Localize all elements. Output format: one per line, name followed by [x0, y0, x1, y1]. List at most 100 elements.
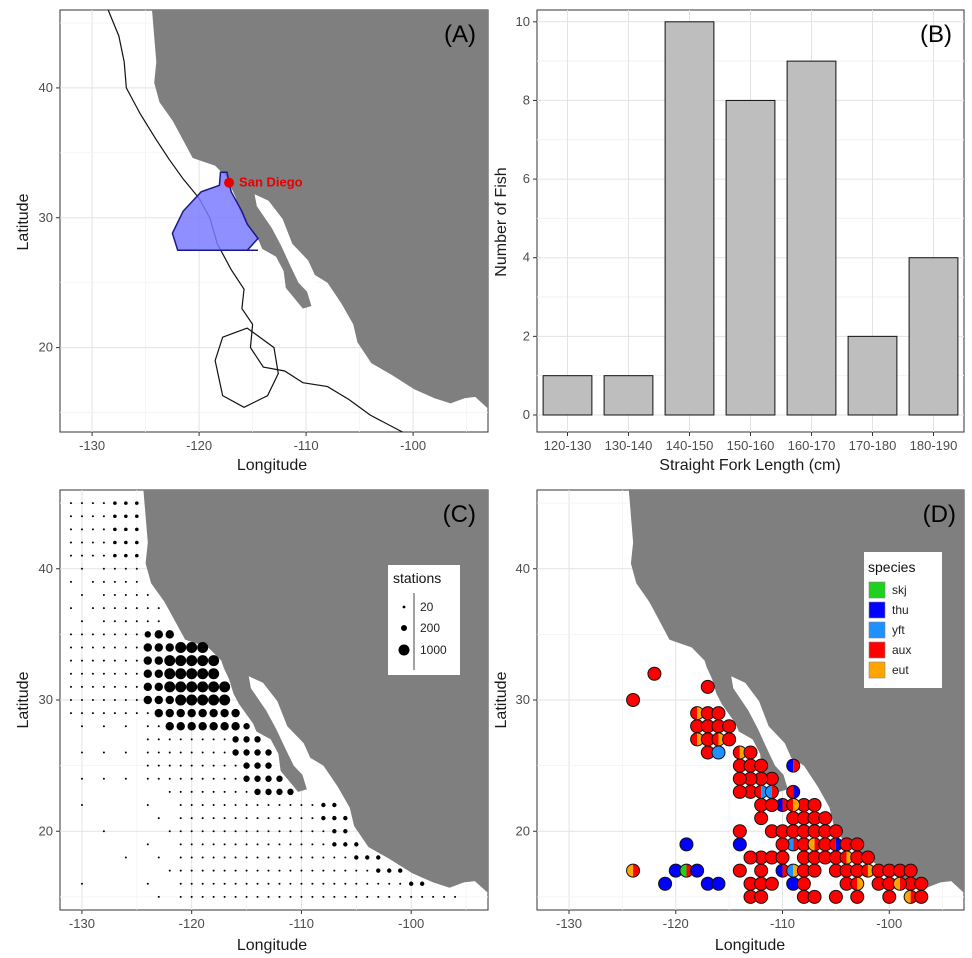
station-point — [254, 762, 261, 769]
station-point — [69, 502, 72, 505]
station-point — [176, 708, 185, 718]
catch-point — [754, 863, 769, 878]
y-tick-label: 20 — [39, 340, 53, 355]
station-point — [256, 817, 259, 820]
station-point — [175, 668, 187, 680]
catch-point — [722, 719, 737, 734]
station-point — [135, 685, 138, 688]
catch-point — [711, 706, 726, 721]
station-point — [69, 515, 72, 518]
station-point — [69, 541, 72, 544]
station-point — [69, 685, 72, 688]
station-point — [267, 804, 270, 806]
station-point — [168, 764, 171, 767]
station-point — [256, 830, 259, 833]
catch-point — [786, 784, 801, 799]
station-point — [190, 751, 193, 754]
station-point — [80, 804, 83, 806]
station-point — [243, 736, 250, 743]
station-point — [80, 672, 83, 675]
station-point — [234, 830, 237, 833]
station-point — [135, 567, 138, 570]
station-point — [190, 738, 193, 741]
station-point — [278, 830, 281, 833]
catch-point — [914, 889, 929, 904]
station-point — [208, 655, 220, 667]
station-point — [135, 501, 139, 505]
station-point — [135, 580, 138, 583]
station-point — [190, 856, 193, 859]
station-point — [289, 817, 292, 820]
panel-a-land — [107, 10, 488, 432]
y-tick-label: 30 — [516, 692, 530, 707]
station-point — [245, 856, 248, 859]
station-point — [267, 830, 270, 833]
station-point — [209, 722, 218, 731]
station-point — [212, 751, 215, 754]
station-point — [343, 829, 348, 834]
station-point — [102, 751, 105, 754]
station-point — [190, 790, 193, 793]
station-point — [69, 554, 72, 557]
gulf-water — [248, 676, 314, 790]
x-tick-label: -130 — [556, 916, 582, 931]
panel-b-label: (B) — [920, 21, 952, 48]
station-point — [410, 895, 413, 898]
panel-b: 120-130 130-140 140-150 150-160 160-170 170-1… — [490, 0, 972, 480]
station-point — [146, 882, 149, 885]
station-point — [91, 685, 94, 688]
catch-point — [711, 745, 726, 760]
x-tick-label: -110 — [294, 438, 319, 453]
station-point — [102, 712, 105, 715]
station-point — [179, 764, 182, 767]
station-point — [165, 708, 174, 718]
station-point — [186, 642, 198, 653]
station-point — [146, 843, 149, 846]
station-point — [289, 895, 292, 898]
legend-label-thu: thu — [892, 603, 909, 617]
station-point — [175, 642, 187, 653]
station-point — [289, 830, 292, 833]
catch-point — [764, 784, 779, 799]
station-point — [69, 580, 72, 583]
station-point — [143, 682, 152, 692]
station-point — [278, 804, 281, 806]
catch-point — [700, 679, 715, 694]
station-point — [256, 895, 259, 898]
y-tick-label: 20 — [516, 823, 530, 838]
station-point — [419, 881, 425, 886]
station-point — [143, 669, 152, 678]
station-point — [102, 699, 105, 701]
san-diego-marker — [224, 177, 235, 188]
station-point — [113, 553, 117, 558]
panel-c-ylabel: Latitude — [15, 671, 32, 728]
station-point — [311, 869, 314, 872]
station-point — [179, 804, 182, 806]
station-point — [190, 804, 193, 806]
station-point — [201, 843, 204, 846]
station-point — [223, 895, 226, 898]
station-point — [388, 882, 391, 885]
station-point — [190, 830, 193, 833]
panel-c-svg: -130 -120 -110 -100 20 30 40 stations 20 200 1… — [15, 489, 489, 954]
station-point — [366, 869, 369, 872]
catch-point — [711, 876, 726, 891]
station-point — [265, 775, 272, 782]
station-point — [265, 788, 272, 796]
station-point — [124, 567, 127, 570]
panel-c-legend: stations 20 200 1000 — [388, 565, 460, 675]
station-point — [208, 694, 220, 706]
x-tick-label: 180-190 — [910, 438, 958, 453]
station-point — [157, 817, 160, 820]
station-point — [276, 775, 283, 782]
station-point — [124, 659, 127, 662]
bar-140-150 — [664, 21, 715, 416]
station-point — [421, 895, 424, 898]
station-point — [102, 594, 105, 596]
station-point — [212, 764, 215, 767]
station-point — [355, 882, 358, 885]
x-tick-label: 140-150 — [666, 438, 714, 453]
gulf-water — [731, 676, 795, 790]
station-point — [102, 515, 105, 518]
catch-point — [754, 758, 769, 773]
